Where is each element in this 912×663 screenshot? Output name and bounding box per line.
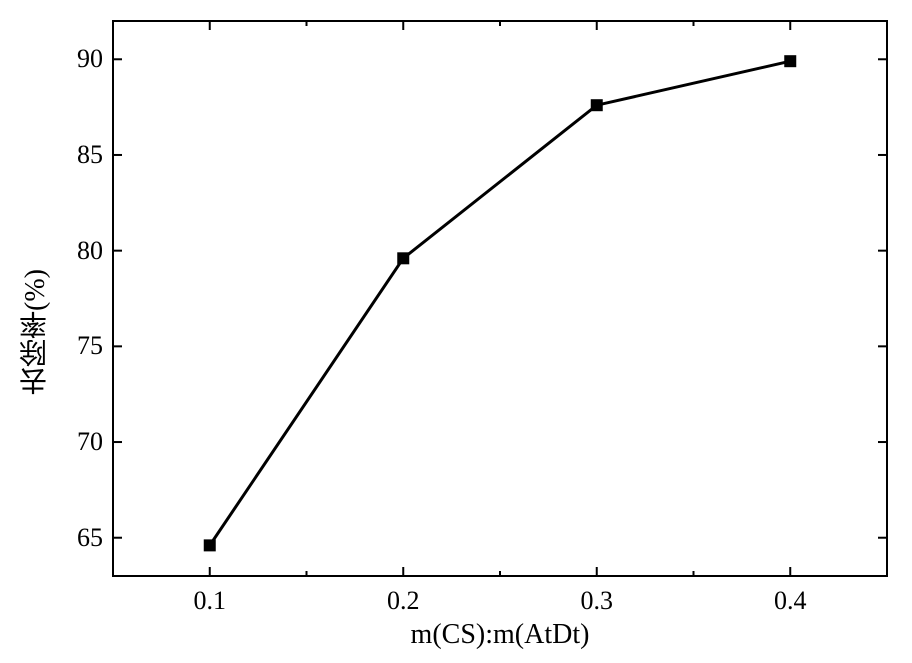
y-axis-label: 去除率(%) bbox=[16, 269, 56, 395]
y-tick-label: 65 bbox=[77, 523, 103, 553]
y-tick-label: 75 bbox=[77, 331, 103, 361]
x-tick-label: 0.1 bbox=[194, 586, 227, 616]
y-tick-label: 85 bbox=[77, 140, 103, 170]
x-tick-label: 0.3 bbox=[581, 586, 614, 616]
y-tick-label: 70 bbox=[77, 427, 103, 457]
x-tick-label: 0.4 bbox=[774, 586, 807, 616]
y-tick-label: 90 bbox=[77, 44, 103, 74]
x-axis-label: m(CS):m(AtDt) bbox=[113, 619, 887, 651]
y-tick-label: 80 bbox=[77, 236, 103, 266]
chart-container: 去除率(%) m(CS):m(AtDt) 0.1 0.2 0.3 0.4 65 70 75 8… bbox=[0, 0, 912, 663]
chart-svg bbox=[0, 0, 912, 663]
x-tick-label: 0.2 bbox=[387, 586, 420, 616]
